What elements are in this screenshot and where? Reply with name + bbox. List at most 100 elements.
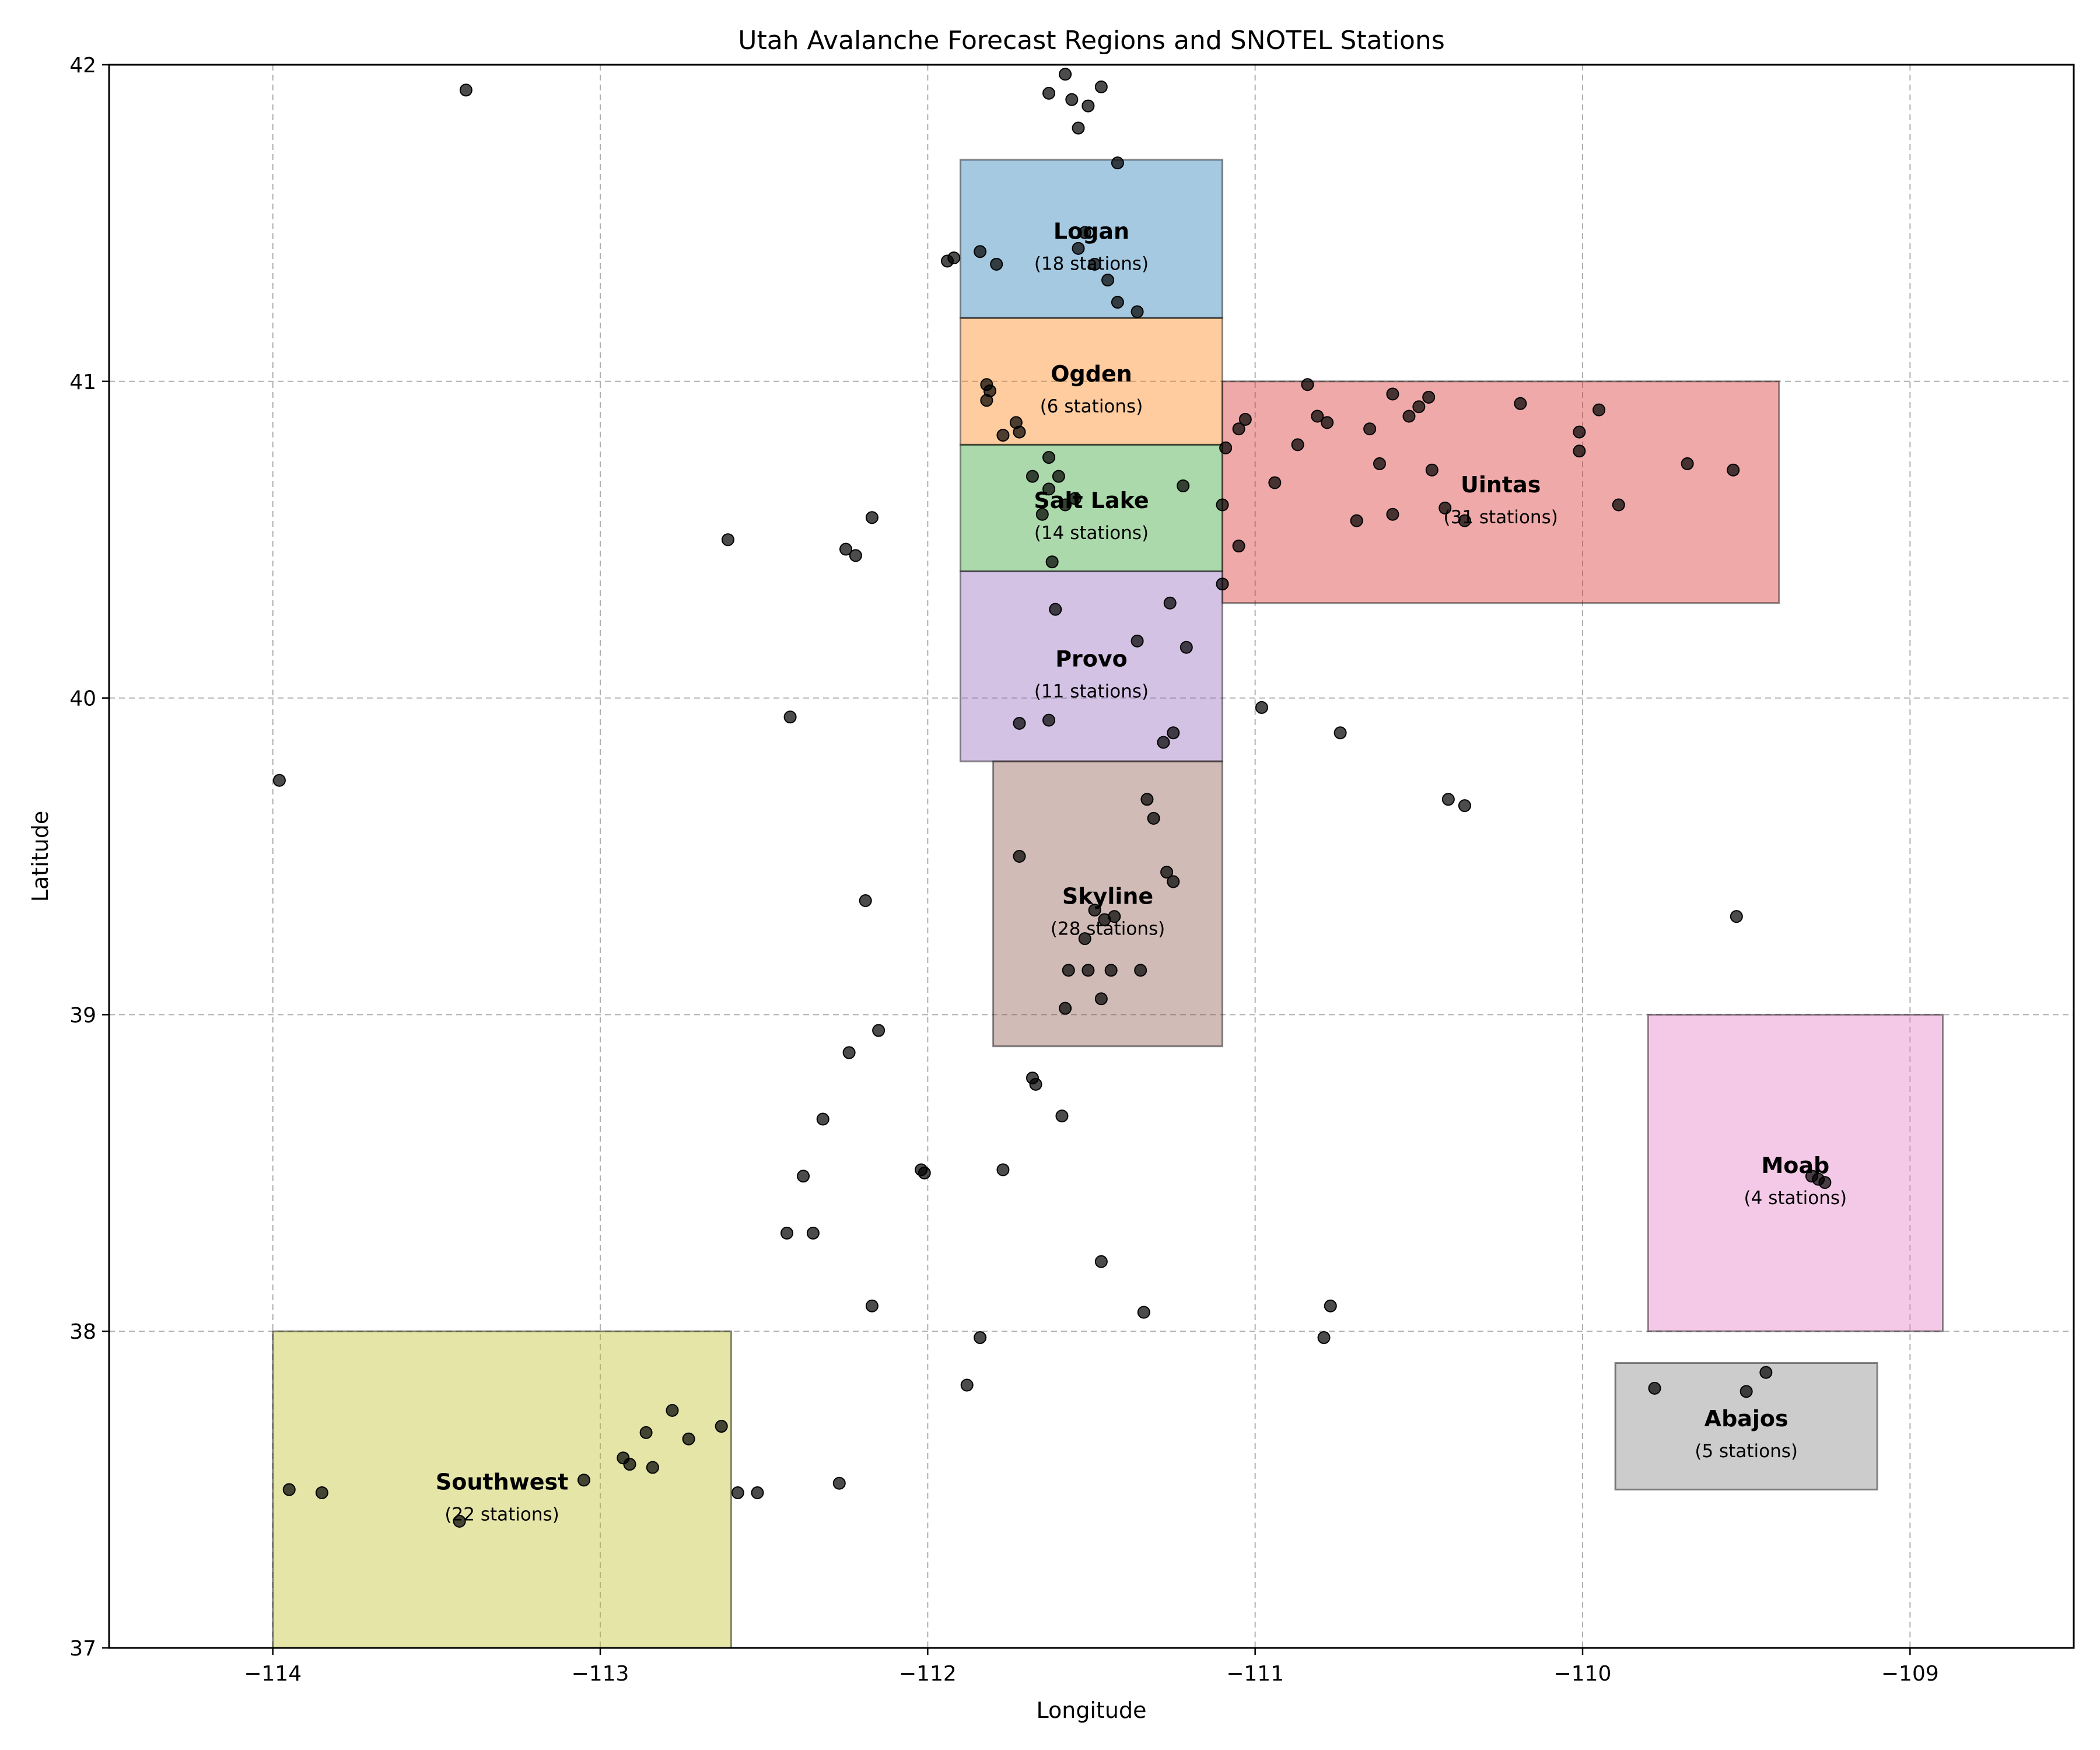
- region-count-label: (22 stations): [444, 1504, 559, 1525]
- station-point: [751, 1486, 764, 1500]
- region-logan: [959, 159, 1224, 319]
- station-point: [797, 1170, 810, 1183]
- station-point: [1013, 850, 1026, 863]
- station-point: [1334, 726, 1347, 740]
- region-name-label: Logan: [1054, 219, 1129, 244]
- station-point: [577, 1474, 590, 1487]
- station-point: [1301, 378, 1314, 391]
- region-skyline: [992, 760, 1224, 1048]
- station-point: [1013, 717, 1026, 730]
- station-point: [780, 1226, 793, 1240]
- station-point: [1255, 701, 1268, 714]
- y-tick-label: 40: [69, 687, 96, 711]
- station-point: [1373, 457, 1386, 470]
- station-point: [1177, 479, 1190, 492]
- region-count-label: (28 stations): [1051, 918, 1165, 939]
- y-tick-label: 38: [69, 1320, 96, 1344]
- y-tick-label: 37: [69, 1637, 96, 1661]
- region-name-label: Southwest: [436, 1469, 568, 1495]
- station-point: [1078, 932, 1091, 946]
- region-abajos: [1614, 1362, 1878, 1491]
- region-moab: [1647, 1013, 1944, 1332]
- station-point: [1134, 964, 1147, 977]
- station-point: [1042, 86, 1056, 100]
- station-point: [996, 429, 1010, 442]
- station-point: [1291, 438, 1304, 452]
- station-point: [282, 1483, 296, 1496]
- station-point: [1232, 540, 1245, 553]
- station-point: [1324, 1299, 1337, 1312]
- station-point: [623, 1458, 636, 1471]
- station-point: [1088, 904, 1101, 917]
- station-point: [1363, 422, 1377, 436]
- station-point: [1648, 1381, 1661, 1395]
- x-tick-label: −111: [1226, 1662, 1284, 1686]
- y-axis-label: Latitude: [27, 811, 53, 902]
- station-point: [816, 1112, 830, 1126]
- x-tick-label: −114: [244, 1662, 302, 1686]
- station-point: [1042, 713, 1056, 727]
- station-point: [1045, 555, 1059, 569]
- station-point: [974, 245, 987, 258]
- region-salt-lake: [959, 443, 1224, 572]
- station-point: [1082, 964, 1095, 977]
- station-point: [1078, 226, 1091, 239]
- station-point: [1317, 1331, 1331, 1345]
- tick-layer: −114 −113 −112 −111 −110 −109 37 38 39 40 41 42: [69, 54, 1939, 1686]
- station-point: [1062, 964, 1075, 977]
- x-tick-label: −112: [899, 1662, 957, 1686]
- station-point: [1321, 416, 1334, 429]
- station-point: [453, 1514, 466, 1528]
- station-point: [1157, 736, 1170, 749]
- station-point: [1730, 910, 1743, 923]
- x-tick-label: −113: [572, 1662, 629, 1686]
- station-point: [1167, 875, 1180, 888]
- station-point: [960, 1378, 974, 1392]
- station-point: [990, 257, 1003, 271]
- station-point: [1029, 1077, 1042, 1091]
- station-point: [1740, 1385, 1753, 1398]
- station-point: [859, 894, 872, 907]
- station-point: [1759, 1366, 1773, 1379]
- station-point: [1094, 1255, 1108, 1268]
- station-point: [666, 1404, 679, 1417]
- station-point: [806, 1226, 820, 1240]
- station-point: [1612, 498, 1625, 512]
- station-point: [646, 1461, 659, 1474]
- station-point: [1412, 400, 1426, 414]
- station-point: [1147, 811, 1160, 825]
- station-point: [1219, 441, 1233, 454]
- station-point: [1160, 866, 1174, 879]
- station-point: [731, 1486, 744, 1500]
- station-point: [272, 774, 286, 787]
- station-point: [1350, 514, 1363, 527]
- region-name-label: Skyline: [1062, 883, 1153, 909]
- station-point: [1438, 501, 1452, 514]
- chart-title: Utah Avalanche Forecast Regions and SNOT…: [738, 26, 1445, 55]
- station-point: [1216, 498, 1229, 512]
- region-count-label: (5 stations): [1695, 1441, 1798, 1462]
- station-point: [1042, 482, 1056, 496]
- region-name-label: Provo: [1055, 646, 1128, 671]
- station-point: [1042, 451, 1056, 464]
- region-count-label: (14 stations): [1034, 523, 1149, 544]
- station-point: [1052, 470, 1065, 483]
- station-point: [872, 1024, 886, 1037]
- region-count-label: (6 stations): [1040, 396, 1143, 417]
- station-point: [1088, 257, 1101, 271]
- region-name-label: Salt Lake: [1034, 488, 1149, 513]
- station-point: [1111, 156, 1124, 170]
- region-count-label: (31 stations): [1444, 507, 1558, 528]
- station-point: [1026, 470, 1039, 483]
- station-point: [1422, 390, 1436, 404]
- station-point: [639, 1426, 653, 1439]
- station-point: [1458, 514, 1471, 527]
- station-point: [1514, 397, 1527, 410]
- station-point: [1072, 242, 1085, 255]
- region-name-label: Abajos: [1704, 1406, 1788, 1432]
- plot-frame: [108, 64, 2075, 1649]
- region-count-label: (4 stations): [1744, 1188, 1847, 1209]
- station-point: [1101, 274, 1115, 287]
- region-label-layer: Logan (18 stations) Ogden (6 stations) Salt …: [436, 219, 1847, 1525]
